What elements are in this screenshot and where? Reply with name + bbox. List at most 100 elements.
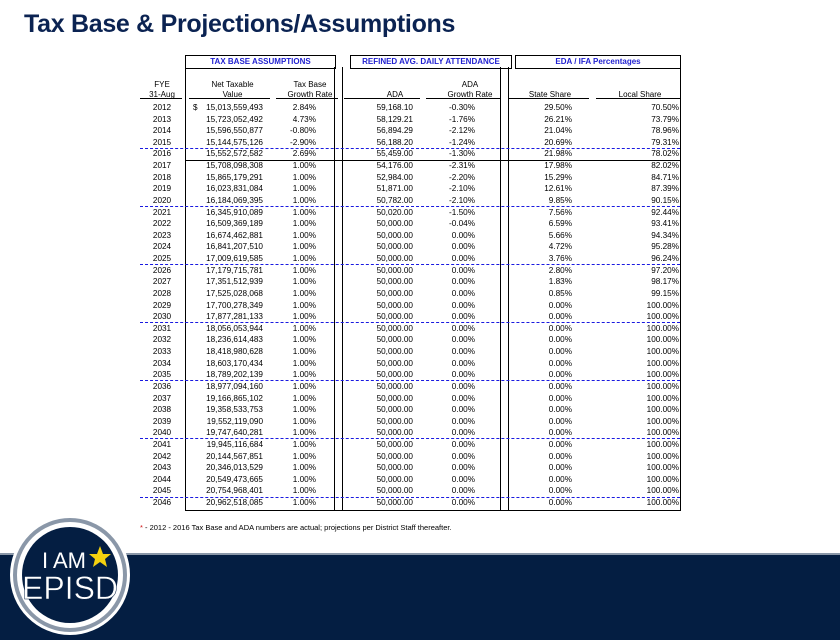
local-share-cell: 98.17% [651,277,679,287]
fye-cell: 2016 [152,149,172,159]
net-taxable-cell: 20,144,567,851 [206,451,263,461]
local-share-cell: 100.00% [646,300,679,310]
state-share-cell: 7.56% [548,207,572,217]
header-state-share: State Share [528,90,572,99]
ada-growth-cell: -2.10% [449,184,475,194]
footnote: * - 2012 - 2016 Tax Base and ADA numbers… [140,523,452,532]
ada-cell: 50,000.00 [376,230,413,240]
ada-growth-cell: 0.00% [451,254,475,264]
footer-band [0,553,840,640]
table-row: 2030 17,877,281,133 1.00% 50,000.00 0.00% 0.0… [140,311,680,323]
group-divider [140,380,680,382]
state-share-cell: 0.00% [548,474,572,484]
ada-growth-cell: 0.00% [451,265,475,275]
table-row: 2039 19,552,119,090 1.00% 50,000.00 0.00% 0.0… [140,416,680,428]
state-share-cell: 0.00% [548,416,572,426]
state-share-cell: 9.85% [548,195,572,205]
fye-cell: 2026 [152,265,172,275]
tax-growth-cell: 1.00% [292,230,316,240]
local-share-cell: 79.31% [651,137,679,147]
fye-cell: 2028 [152,288,172,298]
divider [342,67,343,511]
tax-growth-cell: 1.00% [292,184,316,194]
divider [500,67,501,511]
ada-cell: 50,000.00 [376,405,413,415]
fye-cell: 2019 [152,184,172,194]
ada-cell: 59,168.10 [376,103,413,112]
group-divider [140,322,680,324]
net-taxable-cell: 16,345,910,089 [206,207,263,217]
tax-growth-cell: 1.00% [292,265,316,275]
net-taxable-cell: 20,346,013,529 [206,463,263,473]
ada-cell: 50,000.00 [376,219,413,229]
table-row: 2033 18,418,980,628 1.00% 50,000.00 0.00% 0.0… [140,346,680,358]
tax-growth-cell: 1.00% [292,312,316,322]
net-taxable-cell: 19,166,865,102 [206,393,263,403]
tax-growth-cell: 1.00% [292,195,316,205]
ada-cell: 50,000.00 [376,439,413,449]
ada-cell: 56,188.20 [376,137,413,147]
section-eda-ifa: EDA / IFA Percentages [515,55,681,69]
fye-cell: 2013 [152,114,172,124]
net-taxable-cell: 18,418,980,628 [206,347,263,357]
ada-cell: 50,000.00 [376,254,413,264]
fye-cell: 2024 [152,242,172,252]
group-divider [185,159,680,161]
net-taxable-cell: 20,962,518,085 [206,498,263,508]
net-taxable-cell: 18,603,170,434 [206,358,263,368]
fye-cell: 2039 [152,416,172,426]
ada-cell: 50,000.00 [376,347,413,357]
local-share-cell: 78.96% [651,126,679,136]
tax-growth-cell: 1.00% [292,405,316,415]
state-share-cell: 21.04% [544,126,572,136]
ada-cell: 50,000.00 [376,288,413,298]
table-row: 2022 16,509,369,189 1.00% 50,000.00 -0.04% 6.… [140,218,680,230]
ada-growth-cell: 0.00% [451,277,475,287]
svg-text:EPISD: EPISD [22,570,118,606]
local-share-cell: 84.71% [651,172,679,182]
net-taxable-cell: 16,509,369,189 [206,219,263,229]
fye-cell: 2015 [152,137,172,147]
tax-growth-cell: 1.00% [292,288,316,298]
table-row: 2043 20,346,013,529 1.00% 50,000.00 0.00% 0.0… [140,462,680,474]
ada-cell: 54,176.00 [376,161,413,171]
ada-growth-cell: 0.00% [451,323,475,333]
local-share-cell: 82.02% [651,161,679,171]
tax-growth-cell: 1.00% [292,416,316,426]
ada-cell: 50,000.00 [376,393,413,403]
local-share-cell: 100.00% [646,451,679,461]
ada-cell: 50,000.00 [376,416,413,426]
ada-growth-cell: 0.00% [451,335,475,345]
ada-growth-cell: 0.00% [451,370,475,380]
net-taxable-cell: 18,977,094,160 [206,381,263,391]
net-taxable-cell: 16,674,462,881 [206,230,263,240]
net-taxable-cell: 17,179,715,781 [206,265,263,275]
ada-growth-cell: 0.00% [451,405,475,415]
ada-cell: 55,459.00 [376,149,413,159]
local-share-cell: 93.41% [651,219,679,229]
table-row: 2023 16,674,462,881 1.00% 50,000.00 0.00% 5.6… [140,230,680,242]
tax-growth-cell: 1.00% [292,463,316,473]
tax-growth-cell: 1.00% [292,451,316,461]
ada-growth-cell: -2.31% [449,161,475,171]
table-row: 2026 17,179,715,781 1.00% 50,000.00 0.00% 2.8… [140,265,680,277]
net-taxable-cell: 16,184,069,395 [206,195,263,205]
local-share-cell: 90.15% [651,195,679,205]
ada-cell: 51,871.00 [376,184,413,194]
net-taxable-cell: 15,596,550,877 [206,126,263,136]
table-row: 2019 16,023,831,084 1.00% 51,871.00 -2.10% 12… [140,183,680,195]
divider [185,510,680,511]
table-row: 2040 19,747,640,281 1.00% 50,000.00 0.00% 0.0… [140,427,680,439]
tax-growth-cell: 1.00% [292,428,316,438]
net-taxable-cell: 18,056,053,944 [206,323,263,333]
fye-cell: 2037 [152,393,172,403]
group-divider [140,206,680,208]
table-row: 2032 18,236,614,483 1.00% 50,000.00 0.00% 0.0… [140,334,680,346]
table-row: 2045 20,754,968,401 1.00% 50,000.00 0.00% 0.0… [140,485,680,497]
local-share-cell: 70.50% [651,103,679,112]
local-share-cell: 100.00% [646,370,679,380]
local-share-cell: 100.00% [646,323,679,333]
local-share-cell: 100.00% [646,335,679,345]
fye-cell: 2046 [152,498,172,508]
table-row: 2017 15,708,098,308 1.00% 54,176.00 -2.31% 17… [140,160,680,172]
